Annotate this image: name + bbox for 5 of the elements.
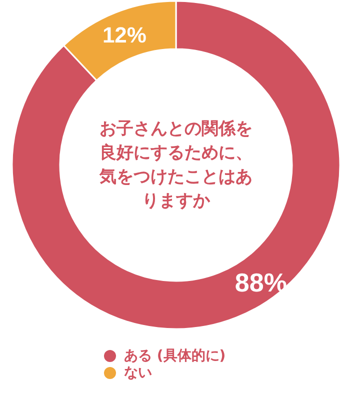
data-label: 88% <box>234 268 287 298</box>
data-label: 12% <box>102 22 146 48</box>
text: お子さんとの関係を良好にするために、気をつけたことはありますか <box>98 118 254 213</box>
legend-label: ある (具体的に) <box>124 348 226 364</box>
legend-label: ない <box>124 365 152 381</box>
